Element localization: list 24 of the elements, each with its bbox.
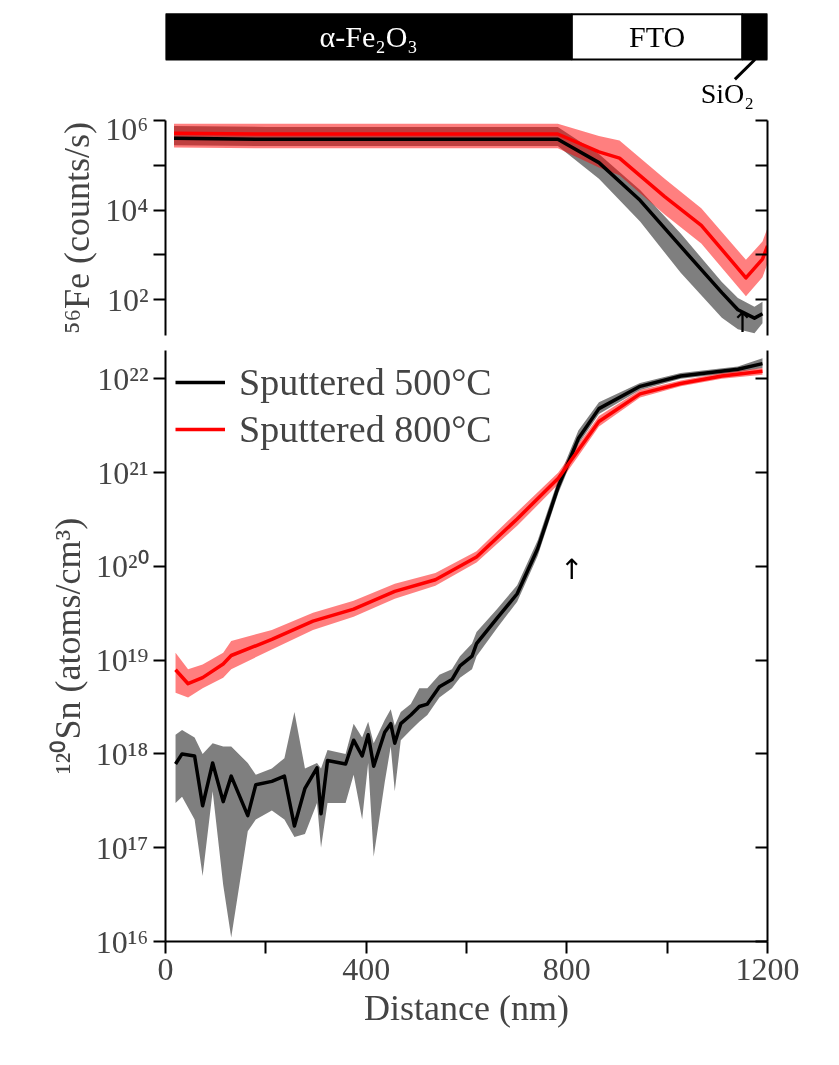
y-tick-label: 10²¹: [97, 454, 149, 491]
annotation: ↑: [560, 552, 584, 586]
x-axis-title: Distance (nm): [364, 987, 569, 1028]
legend-label: Sputtered 500°C: [239, 360, 492, 404]
series-label: FTO: [629, 20, 686, 54]
y-tick-label: 10²²: [97, 360, 149, 397]
y-tick-label: 10²⁰: [95, 548, 149, 585]
y-axis-title: ⁵⁶Fe (counts/s): [57, 121, 98, 335]
x-tick-label: 1200: [735, 950, 800, 987]
legend-label: SiO₂: [700, 78, 755, 109]
y-tick-label: 10¹⁹: [95, 642, 149, 679]
y-tick-label: 10¹⁶: [95, 923, 149, 960]
y-tick-label: 10¹⁸: [95, 735, 149, 772]
y-tick-label: 10²: [106, 281, 149, 318]
series-label: α-Fe₂O₃: [319, 20, 418, 54]
y-tick-label: 10⁶: [105, 110, 149, 147]
y-tick-label: 10⁴: [105, 192, 149, 229]
y-tick-label: 10¹⁷: [95, 829, 149, 866]
x-tick-label: 800: [542, 950, 591, 987]
x-tick-label: 0: [157, 950, 174, 987]
x-tick-label: 400: [342, 950, 391, 987]
legend-label: Sputtered 800°C: [239, 407, 492, 451]
line-series: [173, 361, 765, 828]
y-axis-title: ¹²⁰Sn (atoms/cm³): [47, 517, 88, 775]
